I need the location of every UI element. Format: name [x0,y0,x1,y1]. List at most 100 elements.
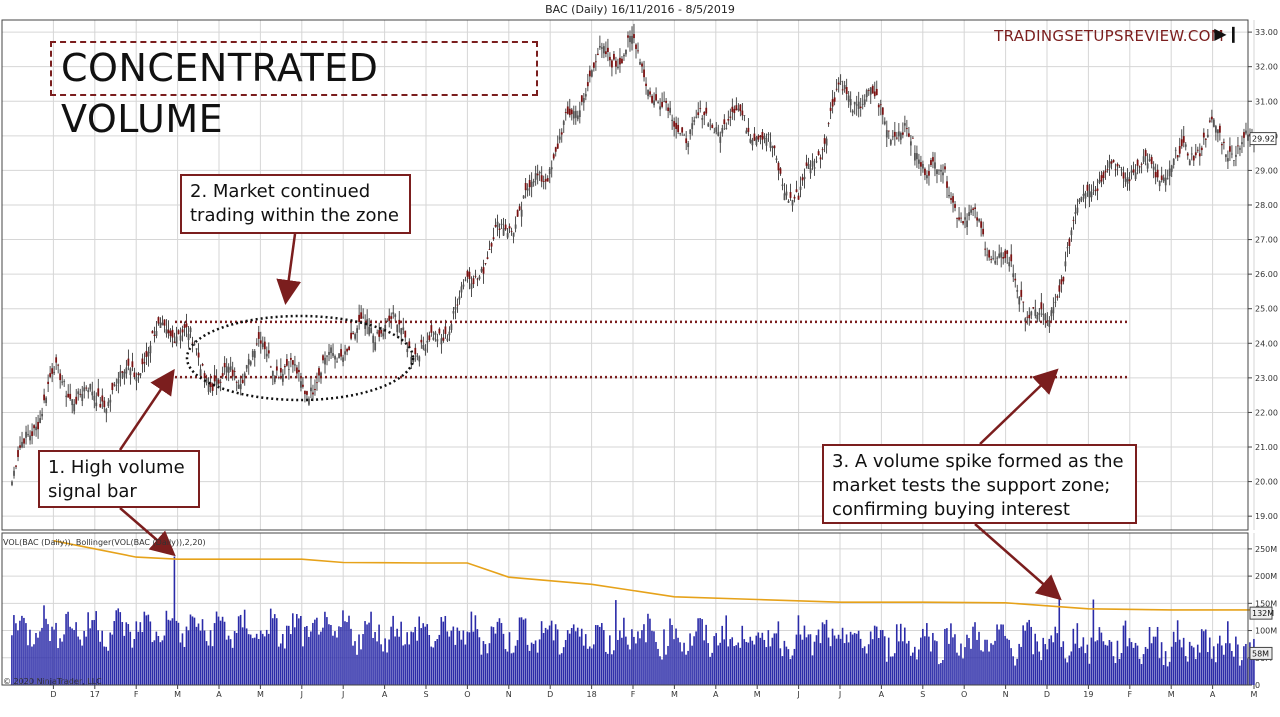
price-bar-body [907,133,910,137]
price-bar-body [1136,159,1139,166]
volume-bar [751,640,754,685]
x-tick-label: A [216,690,222,699]
price-bar-body [75,396,78,404]
volume-bar [1251,649,1253,685]
price-bar-body [25,431,27,438]
volume-bar [285,625,288,685]
volume-bar [131,647,134,685]
price-bar-body [1088,190,1091,198]
volume-bar [530,642,533,685]
price-bar-body [998,253,1001,258]
price-bar-body [468,271,471,280]
volume-bar [845,634,848,685]
price-bar-body [380,329,383,334]
price-y-tick-label: 26.00 [1255,270,1278,279]
price-bar-body [992,258,995,259]
volume-bar [669,618,671,685]
volume-bar [161,640,164,685]
price-y-tick-label: 25.00 [1255,305,1278,314]
volume-bar [245,628,248,685]
volume-bar [725,615,728,685]
price-bar-body [1156,169,1159,178]
volume-bar [1245,643,1247,685]
volume-bar [1220,645,1223,685]
volume-bar [1118,659,1121,685]
volume-bar [249,634,252,685]
price-bar-body [865,90,868,98]
volume-bar [912,652,914,685]
volume-bar [835,638,838,685]
volume-bar [259,630,262,685]
arrow-to-support-test [979,368,1059,445]
price-bar-body [946,181,948,188]
volume-bar [504,649,507,685]
price-bar-body [145,350,148,357]
volume-bar [157,636,160,685]
price-bar-body [1154,172,1157,178]
price-bar-body [157,317,160,324]
volume-bar [402,645,404,685]
price-bar-body [841,89,844,91]
volume-bar [578,636,581,685]
volume-bar [843,643,846,685]
price-bar-body [855,104,858,106]
volume-bar [942,660,944,685]
price-bar-body [647,89,649,97]
price-bar-body [195,348,198,350]
price-bar-body [586,82,589,87]
price-bar-body [149,345,152,354]
price-bar-body [336,361,338,363]
price-bar-body [1082,194,1085,196]
price-bar-body [177,330,180,335]
volume-bar [267,633,270,685]
price-bar-body [1235,154,1237,157]
price-bar-body [588,70,591,77]
volume-bar [536,652,539,685]
price-bar-body [1020,289,1023,297]
price-bar-body [759,135,762,138]
volume-bar [400,621,402,685]
volume-bar [757,632,760,685]
price-bar-body [394,314,397,317]
price-bar-body [1198,153,1201,157]
volume-bar [1056,633,1059,685]
price-bar-body [837,82,840,85]
volume-bar [661,659,663,685]
volume-bar [452,626,455,685]
volume-bar [372,637,374,685]
price-bar-body [1130,170,1133,173]
volume-bar [1241,660,1243,685]
price-bar-body [277,377,280,378]
skip-to-end-icon[interactable]: ▶❙ [1214,26,1240,43]
price-bar-body [785,191,788,196]
price-bar-body [1118,167,1121,168]
price-bar-body [1223,141,1225,143]
price-bar-body [687,143,690,148]
price-y-tick-label: 21.00 [1255,443,1278,452]
volume-bar [859,638,862,685]
volume-bar [621,637,623,685]
volume-bar [631,629,633,685]
volume-bar [1182,637,1185,685]
volume-bar [201,619,204,685]
volume-bar [185,626,188,685]
volume-bar [243,609,246,685]
volume-bar [976,639,978,685]
price-bar-body [1138,166,1141,168]
price-bar-body [623,54,625,57]
price-bar-body [1152,166,1155,170]
volume-bar [281,633,284,685]
price-bar-body [193,344,196,346]
price-bar-body [590,70,593,77]
price-bar-body [350,332,352,339]
price-bar-body [950,198,952,200]
price-bar-body [189,327,192,333]
price-bar-body [396,324,399,333]
volume-bar [1068,655,1071,685]
price-bar-body [31,431,33,436]
price-bar-body [436,339,439,342]
price-bar-body [328,351,330,355]
price-bar-body [1229,146,1231,152]
volume-bar [895,624,898,685]
volume-bar [815,635,818,685]
